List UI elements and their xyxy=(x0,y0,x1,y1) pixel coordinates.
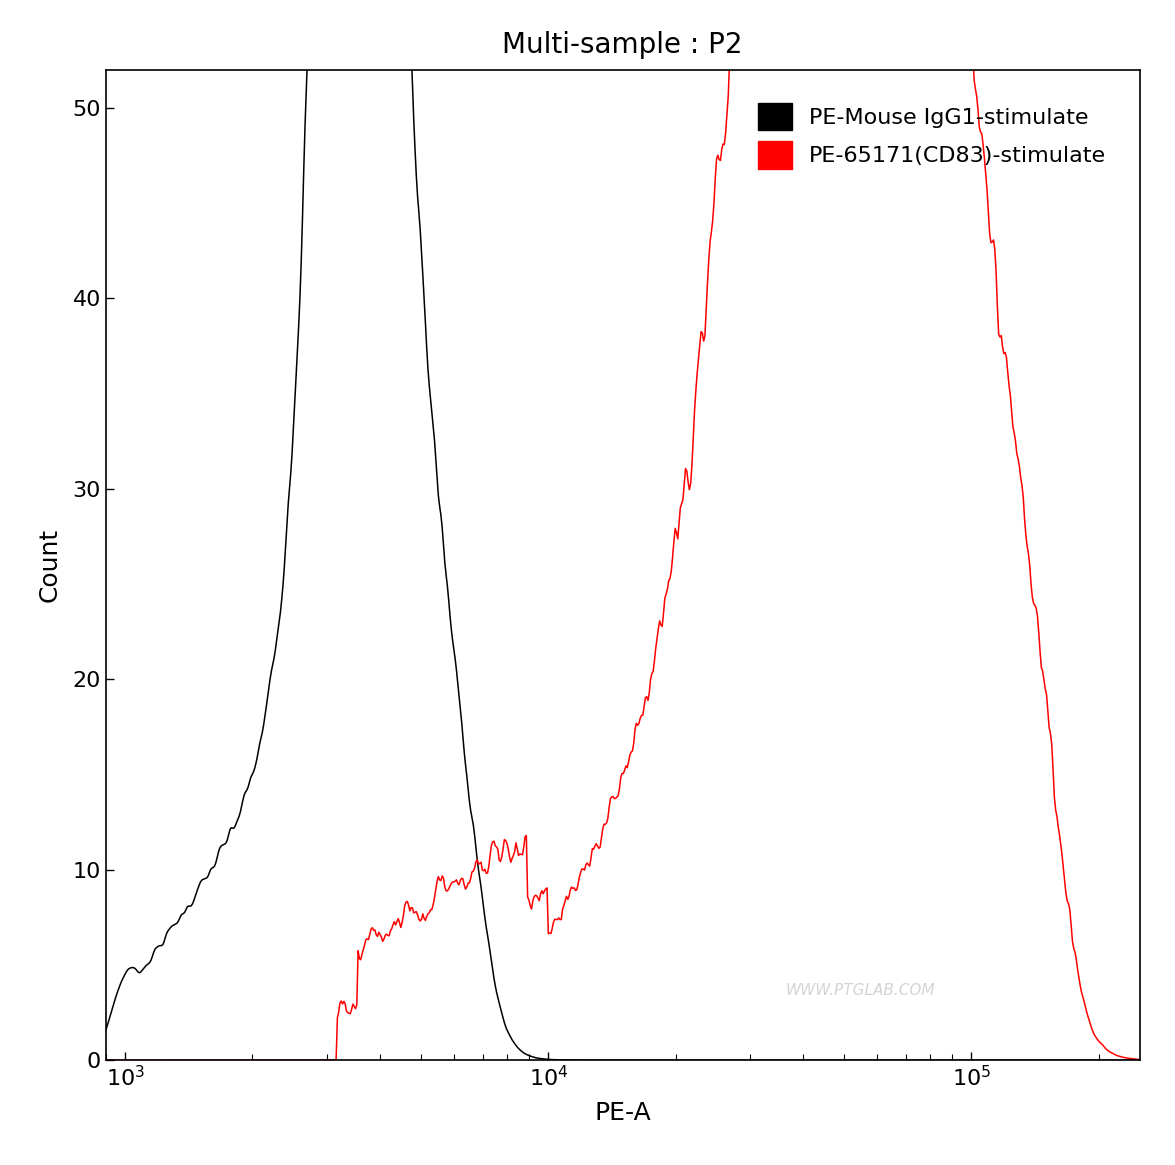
Legend: PE-Mouse IgG1-stimulate, PE-65171(CD83)-stimulate: PE-Mouse IgG1-stimulate, PE-65171(CD83)-… xyxy=(736,82,1129,191)
Title: Multi-sample : P2: Multi-sample : P2 xyxy=(503,31,743,59)
Text: WWW.PTGLAB.COM: WWW.PTGLAB.COM xyxy=(786,983,935,998)
Y-axis label: Count: Count xyxy=(38,528,61,602)
X-axis label: PE-A: PE-A xyxy=(595,1101,651,1125)
